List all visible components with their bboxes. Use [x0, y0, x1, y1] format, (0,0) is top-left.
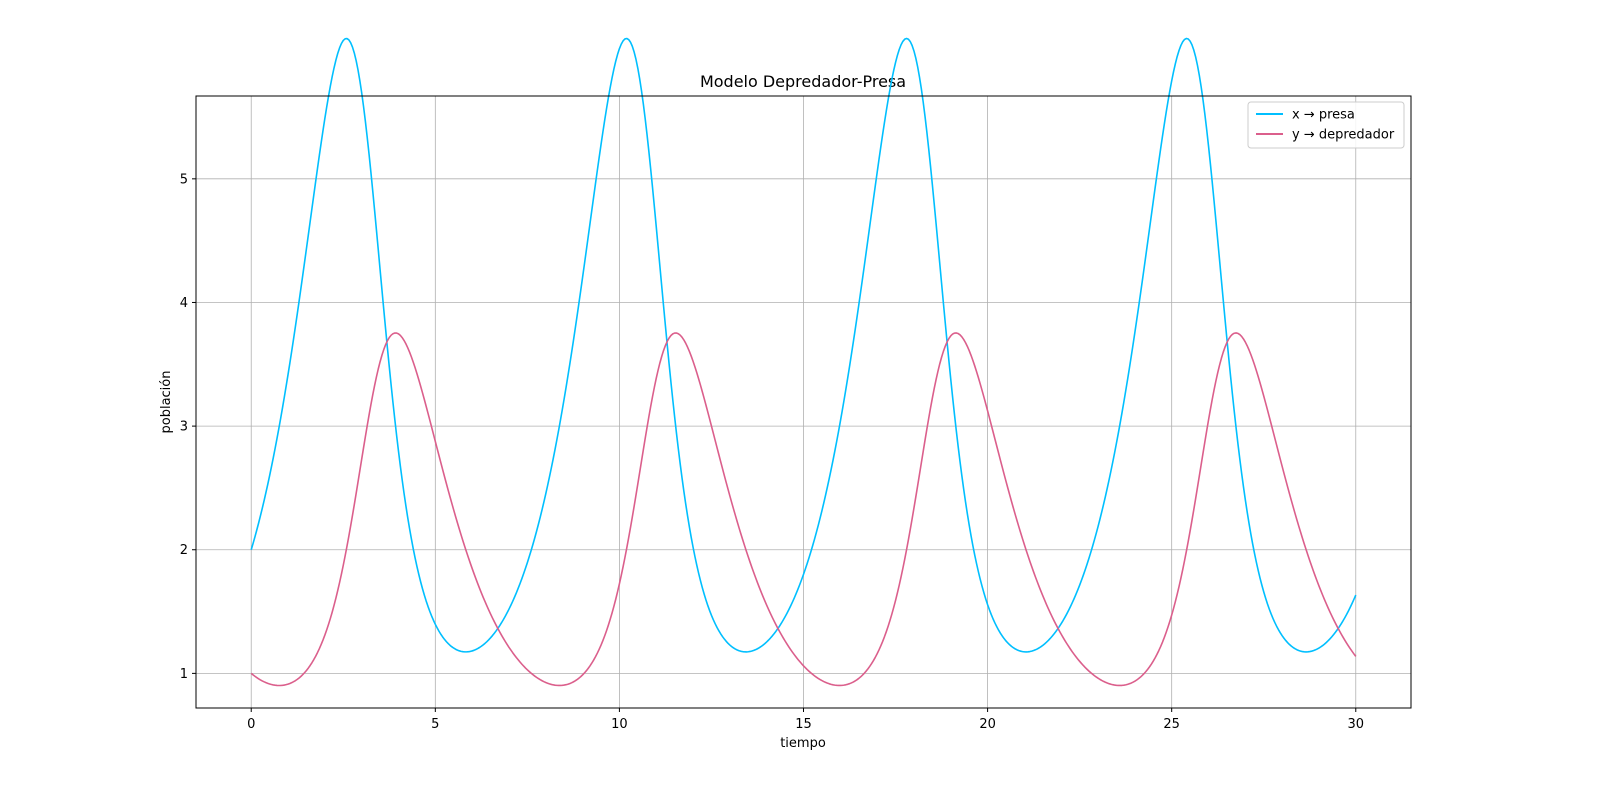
- x-axis-label: tiempo: [780, 736, 826, 751]
- x-tick-label: 20: [979, 717, 996, 732]
- x-tick-label: 0: [247, 717, 255, 732]
- series-line-presa: [250, 37, 1357, 653]
- y-tick-label: 1: [180, 667, 188, 682]
- x-tick-label: 30: [1347, 717, 1364, 732]
- axis-ticks: 0 5 10 15 20 25 30 1 2 3 4 5: [180, 172, 1364, 732]
- x-tick-label: 5: [431, 717, 439, 732]
- legend-box: [1247, 101, 1405, 149]
- x-tick-label: 15: [795, 717, 812, 732]
- y-axis-label: población: [159, 371, 174, 434]
- series-line-depredador: [250, 332, 1357, 687]
- series-lines: [250, 37, 1357, 687]
- y-tick-label: 2: [180, 543, 188, 558]
- chart-title: Modelo Depredador-Presa: [700, 72, 906, 91]
- y-tick-label: 5: [180, 172, 188, 187]
- legend-label-depredador: y → depredador: [1292, 128, 1395, 143]
- grid-lines: [196, 96, 1411, 708]
- legend-label-presa: x → presa: [1292, 108, 1355, 123]
- legend: x → presa y → depredador: [1247, 101, 1405, 149]
- y-tick-label: 3: [180, 420, 188, 435]
- x-tick-label: 25: [1163, 717, 1180, 732]
- x-tick-label: 10: [611, 717, 628, 732]
- y-tick-label: 4: [180, 296, 188, 311]
